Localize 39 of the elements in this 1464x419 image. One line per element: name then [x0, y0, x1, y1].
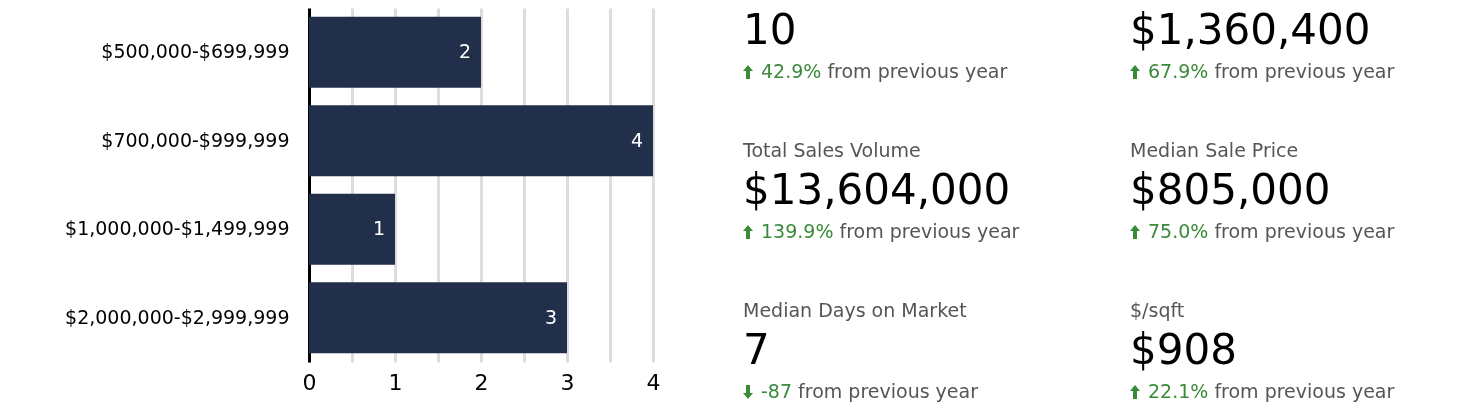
- text: $1,360,400: [1130, 4, 1372, 56]
- text: from previous year: [1214, 220, 1395, 242]
- data-label: 1: [372, 217, 385, 240]
- bar: [309, 16, 481, 88]
- text: 67.9%: [1148, 60, 1209, 82]
- x-tick-label: 2: [474, 369, 489, 395]
- data-label: 4: [630, 128, 643, 151]
- x-tick-label: 1: [388, 369, 403, 395]
- text: -87: [761, 380, 793, 402]
- y-tick-label: $700,000-$999,999: [101, 128, 290, 151]
- text: 42.9%: [761, 60, 822, 82]
- text: Median Sale Price: [1130, 138, 1300, 163]
- text: from previous year: [1214, 60, 1395, 82]
- data-label: 3: [544, 305, 557, 328]
- text: Median Days on Market: [743, 298, 968, 323]
- text: $908: [1130, 324, 1238, 376]
- bar: [309, 193, 395, 265]
- x-tick-label: 0: [302, 369, 317, 395]
- text: $/sqft: [1130, 298, 1186, 323]
- text: from previous year: [798, 380, 979, 402]
- text: $13,604,000: [743, 164, 1012, 216]
- text: Total Sales Volume: [743, 138, 922, 163]
- data-label: 2: [458, 40, 471, 63]
- text: 139.9%: [761, 220, 834, 242]
- y-tick-label: $2,000,000-$2,999,999: [65, 305, 290, 328]
- y-tick-label: $500,000-$699,999: [101, 40, 290, 63]
- x-tick-label: 4: [646, 369, 661, 395]
- text: $805,000: [1130, 164, 1332, 216]
- bar: [309, 105, 653, 177]
- text: 22.1%: [1148, 380, 1209, 402]
- x-tick-label: 3: [560, 369, 575, 395]
- bar: [309, 282, 567, 354]
- text: 7: [743, 324, 771, 376]
- text: from previous year: [839, 220, 1020, 242]
- text: 75.0%: [1148, 220, 1209, 242]
- text: 10: [743, 4, 798, 56]
- text: from previous year: [827, 60, 1008, 82]
- y-tick-label: $1,000,000-$1,499,999: [65, 217, 290, 240]
- text: from previous year: [1214, 380, 1395, 402]
